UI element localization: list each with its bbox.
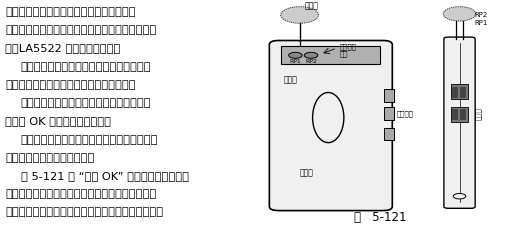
Circle shape [289,53,302,59]
Text: 演唱自如，没有拖线的干扰。: 演唱自如，没有拖线的干扰。 [5,152,95,162]
Text: 调节旋钮: 调节旋钮 [340,43,357,50]
Text: 地寻找 OK 伴奏带，使用方便。: 地寻找 OK 伴奏带，使用方便。 [5,116,111,126]
Bar [451,84,468,100]
Bar [451,107,468,123]
Circle shape [453,194,466,199]
Text: 图 5-121 是 “卡拉 OK” 娱乐器的外型图。扬: 图 5-121 是 “卡拉 OK” 娱乐器的外型图。扬 [21,170,189,180]
Bar [281,47,380,65]
Text: RP1: RP1 [290,59,301,64]
FancyBboxPatch shape [269,41,392,211]
Bar [384,90,394,102]
Text: 图   5-121: 图 5-121 [354,210,406,223]
Text: 磁带发腰: 磁带发腰 [397,110,414,117]
Text: 器最好选用超薄型的，这样制作时体积可做得较小。: 器最好选用超薄型的，这样制作时体积可做得较小。 [5,207,164,217]
Text: RP1: RP1 [474,20,488,26]
Text: 该娱乐器集麦克风、放音于一体，拿在手中，: 该娱乐器集麦克风、放音于一体，拿在手中， [21,134,158,144]
Bar [460,87,465,97]
Text: 使用该娱乐器只要立体声磁带即可，无须特: 使用该娱乐器只要立体声磁带即可，无须特 [21,98,152,108]
Text: 磁带仓: 磁带仓 [300,168,314,177]
Text: 电池仓: 电池仓 [284,75,298,84]
Circle shape [281,8,318,24]
Text: 唱。LA5522 是电机稳速电路。: 唱。LA5522 是电机稳速电路。 [5,43,120,53]
Text: 声器位置离麦克风位置较远，不会影响演唱。扬声: 声器位置离麦克风位置较远，不会影响演唱。扬声 [5,188,156,198]
Bar [460,110,465,120]
Text: 声的背景声，加强你歌声的纵深感，完美了你的歌: 声的背景声，加强你歌声的纵深感，完美了你的歌 [5,25,156,35]
Text: 麦克风: 麦克风 [305,1,319,10]
Text: 而放大器中残存的微弱的原歌声恰成为你歌: 而放大器中残存的微弱的原歌声恰成为你歌 [5,7,136,17]
Bar [384,108,394,120]
Circle shape [443,8,476,22]
Text: 围元件构成，具有体积小，成本低的特点。: 围元件构成，具有体积小，成本低的特点。 [5,79,136,89]
Ellipse shape [313,93,344,143]
Bar [452,110,457,120]
FancyBboxPatch shape [444,38,475,208]
Bar [384,128,394,141]
Bar [452,87,457,97]
Text: 全部电路采用三块小型集成电路及少量的外: 全部电路采用三块小型集成电路及少量的外 [21,61,152,71]
Text: RP2: RP2 [474,12,487,18]
Text: RP2: RP2 [305,59,317,64]
Circle shape [304,53,318,59]
Text: 灰组: 灰组 [340,50,348,57]
Text: 扬声器: 扬声器 [475,107,482,120]
